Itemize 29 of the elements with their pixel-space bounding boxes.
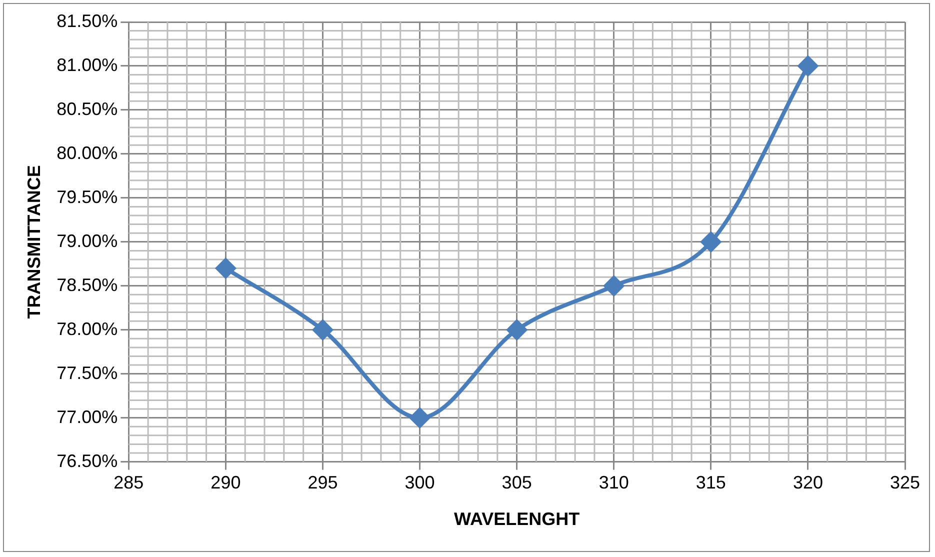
y-tick-label: 79.50% (56, 186, 118, 207)
y-tick-label: 78.00% (56, 318, 118, 339)
x-tick-label: 320 (792, 472, 823, 493)
y-tick-label: 81.50% (56, 10, 118, 31)
x-tick-label: 315 (696, 472, 726, 493)
x-tick-label: 285 (114, 472, 144, 493)
point (604, 276, 624, 296)
y-tick-label: 81.00% (56, 54, 118, 75)
x-tick-label: 325 (890, 472, 920, 493)
y-tick-label: 80.00% (56, 142, 118, 163)
point (216, 258, 236, 278)
y-tick-label: 79.00% (56, 230, 118, 251)
point (506, 320, 527, 340)
y-tick-label: 80.50% (56, 98, 118, 119)
y-tick-label: 77.00% (56, 406, 118, 427)
x-tick-label: 300 (404, 472, 435, 493)
y-axis-title: TRANSMITTANCE (24, 165, 44, 319)
point (700, 232, 721, 252)
point (410, 408, 430, 428)
x-axis-title: WAVELENGHT (454, 509, 580, 530)
point (798, 56, 818, 76)
point (312, 320, 333, 340)
x-tick-label: 295 (308, 472, 338, 493)
x-tick-label: 310 (598, 472, 629, 493)
y-tick-label: 76.50% (56, 450, 118, 471)
y-tick-label: 78.50% (56, 274, 118, 295)
x-tick-label: 305 (502, 472, 532, 493)
y-tick-label: 77.50% (56, 362, 118, 383)
x-tick-label: 290 (210, 472, 241, 493)
